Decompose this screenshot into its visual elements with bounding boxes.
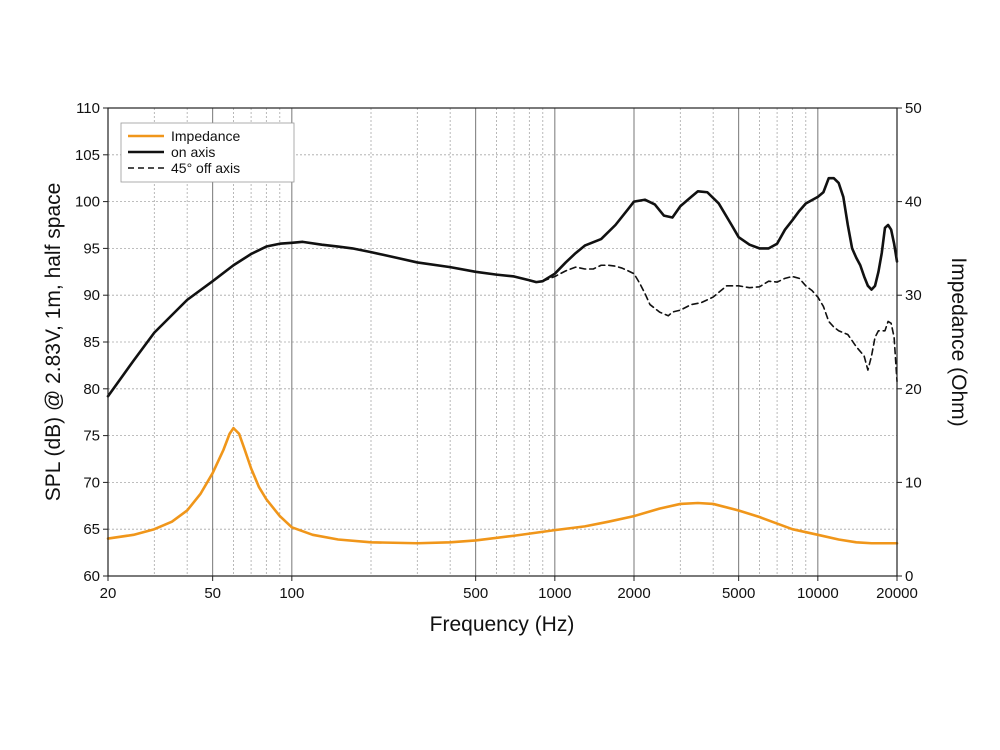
series-layer: [106, 176, 899, 545]
y2-tick-label: 40: [905, 194, 922, 211]
x-tick-label: 50: [204, 585, 221, 602]
minor-gridlines: [108, 108, 897, 576]
legend-label-off-axis: 45° off axis: [171, 160, 240, 176]
y-tick-label: 70: [83, 474, 100, 491]
legend-label-impedance: Impedance: [171, 128, 240, 144]
y-tick-label: 90: [83, 287, 100, 304]
major-gridlines: [212, 108, 819, 576]
y-tick-label: 80: [83, 381, 100, 398]
legend: Impedance on axis 45° off axis: [120, 122, 295, 183]
impedance-line: [106, 426, 899, 545]
off-axis-45-line: [541, 264, 898, 383]
y-tick-label: 105: [75, 147, 100, 164]
y-tick-label: 85: [83, 334, 100, 351]
x-tick-label: 1000: [538, 585, 571, 602]
y2-axis-title: Impedance (Ohm): [947, 257, 970, 426]
y-tick-label: 95: [83, 240, 100, 257]
y-tick-label: 75: [83, 428, 100, 445]
y2-tick-label: 20: [905, 381, 922, 398]
y-axis-title: SPL (dB) @ 2.83V, 1m, half space: [42, 183, 65, 502]
y2-tick-label: 50: [905, 100, 922, 117]
y2-tick-label: 0: [905, 568, 913, 585]
x-tick-label: 2000: [617, 585, 650, 602]
y2-tick-label: 10: [905, 474, 922, 491]
x-tick-label: 5000: [722, 585, 755, 602]
x-tick-label: 100: [279, 585, 304, 602]
legend-label-on-axis: on axis: [171, 144, 215, 160]
y-tick-label: 100: [75, 194, 100, 211]
x-tick-label: 20000: [876, 585, 918, 602]
y-tick-label: 110: [76, 100, 100, 117]
y-tick-label: 60: [83, 568, 100, 585]
y2-tick-label: 30: [905, 287, 922, 304]
x-tick-label: 500: [463, 585, 488, 602]
on-axis-line: [106, 176, 899, 398]
x-tick-label: 20: [100, 585, 117, 602]
x-axis-title: Frequency (Hz): [430, 613, 575, 636]
x-tick-label: 10000: [797, 585, 839, 602]
y-tick-label: 65: [83, 521, 100, 538]
ticks-layer: 20 50 100 500 1000 2000 5000 10000 2000060657075…: [75, 100, 922, 602]
